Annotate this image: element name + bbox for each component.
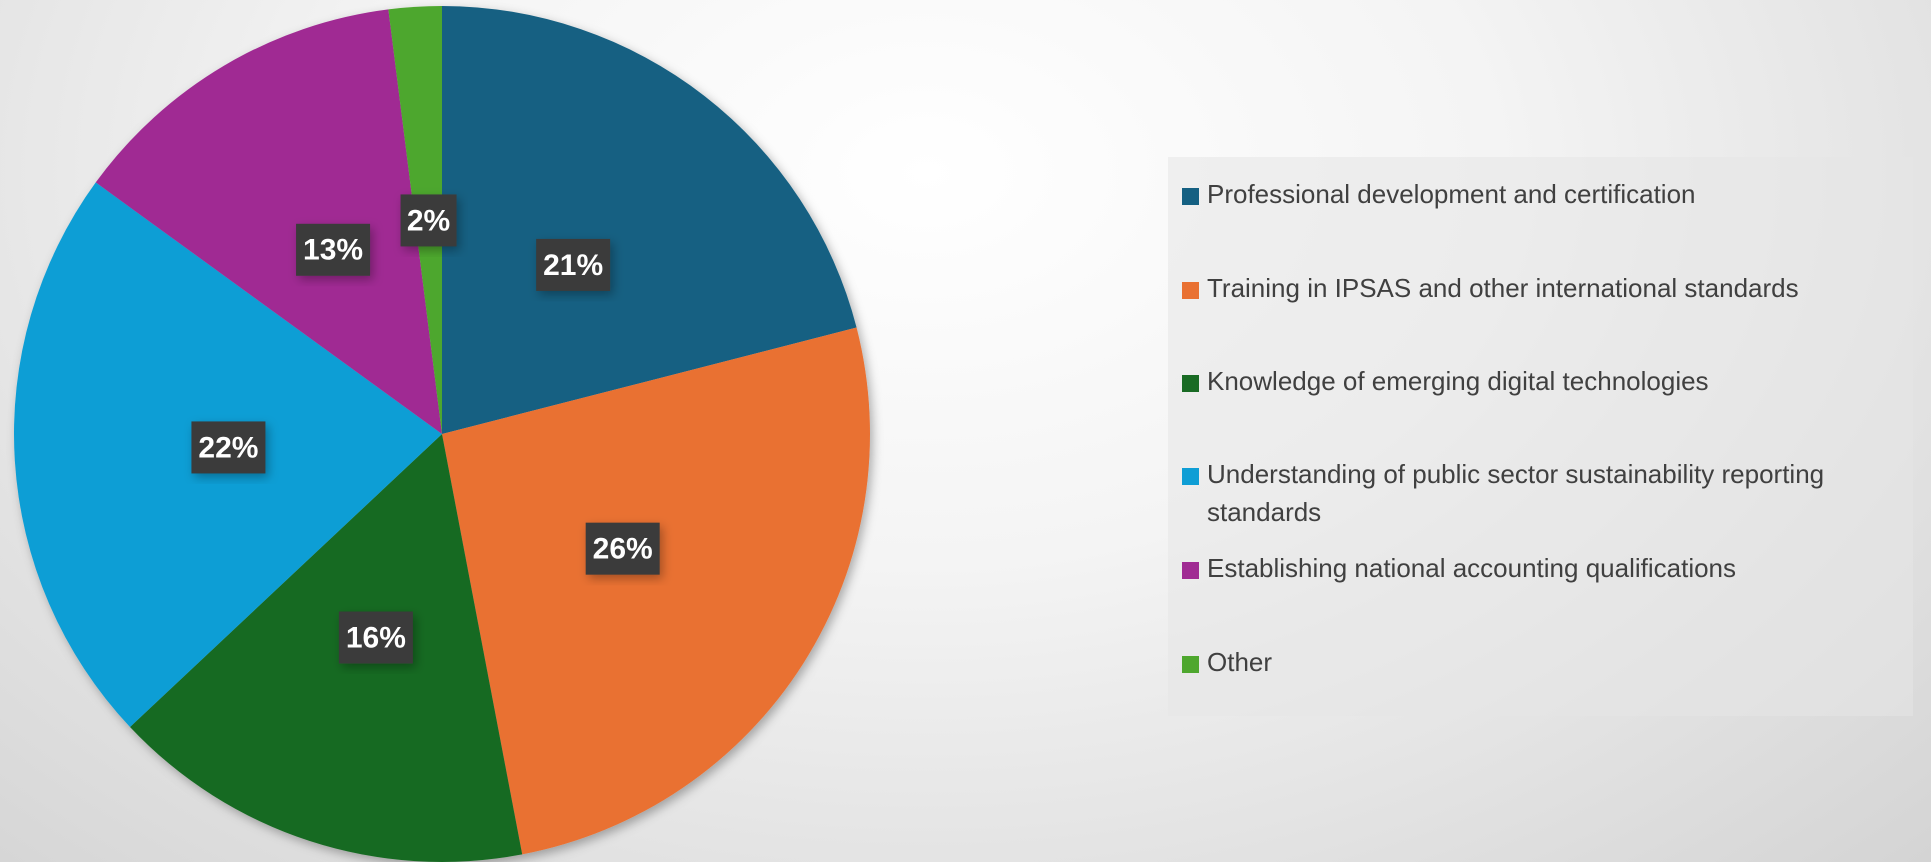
legend-swatch: [1182, 468, 1199, 485]
legend-label: Understanding of public sector sustainab…: [1207, 459, 1825, 527]
legend-swatch: [1182, 188, 1199, 205]
legend-item: Knowledge of emerging digital technologi…: [1182, 366, 1897, 400]
data-label-box: [585, 522, 660, 575]
data-labels: 21% 26% 16% 22% 13% 2%: [191, 194, 660, 664]
data-label-box: [191, 421, 266, 474]
legend-label: Knowledge of emerging digital technologi…: [1207, 366, 1709, 396]
legend-swatch: [1182, 282, 1199, 299]
legend-swatch: [1182, 562, 1199, 579]
legend-label: Professional development and certificati…: [1207, 179, 1696, 209]
legend-item: Training in IPSAS and other internationa…: [1182, 273, 1897, 307]
data-label: 21%: [543, 249, 603, 282]
data-label-box: [400, 194, 457, 247]
legend-label: Other: [1207, 647, 1273, 677]
legend-swatch: [1182, 656, 1199, 673]
legend-item: Professional development and certificati…: [1182, 179, 1897, 213]
data-label: 22%: [198, 431, 258, 464]
legend-item: Other: [1182, 647, 1897, 681]
legend-label: Establishing national accounting qualifi…: [1207, 553, 1737, 583]
legend-swatch: [1182, 375, 1199, 392]
data-label-box: [338, 611, 413, 664]
data-label-box: [296, 223, 371, 276]
slice: [442, 6, 857, 434]
data-label-box: [536, 238, 611, 291]
data-label: 16%: [346, 621, 406, 654]
slice: [95, 9, 442, 434]
slice: [442, 327, 870, 855]
legend-item: Understanding of public sector sustainab…: [1182, 459, 1897, 531]
legend: Professional development and certificati…: [1168, 157, 1913, 716]
pie: [13, 6, 870, 862]
data-label: 26%: [593, 533, 653, 566]
data-label: 13%: [303, 234, 363, 267]
data-label: 2%: [407, 204, 450, 237]
slice: [130, 434, 523, 862]
legend-item: Establishing national accounting qualifi…: [1182, 553, 1897, 587]
legend-label: Training in IPSAS and other internationa…: [1207, 273, 1799, 303]
